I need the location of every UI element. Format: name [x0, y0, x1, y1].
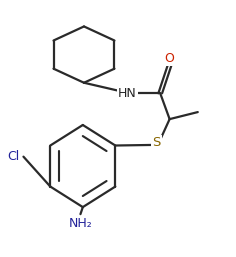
Text: O: O: [165, 52, 175, 65]
Text: NH₂: NH₂: [69, 217, 92, 230]
Text: HN: HN: [118, 87, 137, 100]
Text: S: S: [152, 136, 161, 149]
Text: Cl: Cl: [7, 150, 19, 163]
